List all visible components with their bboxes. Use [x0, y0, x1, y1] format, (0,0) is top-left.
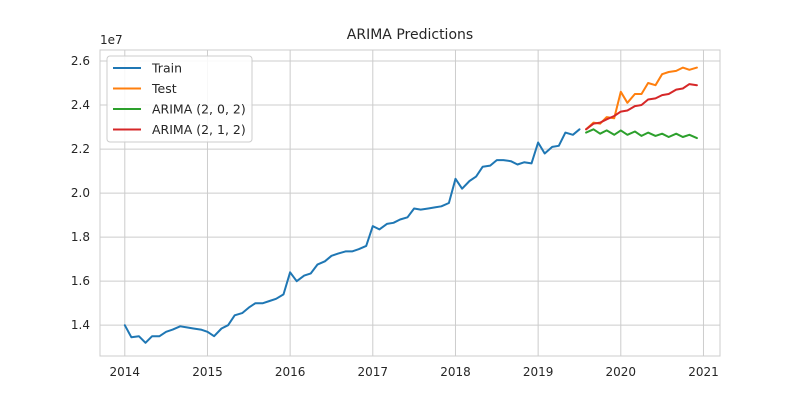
series-line: [585, 83, 698, 131]
x-tick-label: 2021: [688, 365, 719, 379]
tick-labels: 2014 2015 2016 2017 2018 2019 2020 2021 1.4 1.6 1.…: [71, 54, 719, 379]
x-tick-label: 2017: [358, 365, 389, 379]
x-tick-label: 2016: [275, 365, 306, 379]
legend-label: Train: [151, 61, 182, 76]
grid: [100, 50, 720, 356]
series-line: [123, 128, 581, 344]
x-tick-label: 2014: [110, 365, 141, 379]
legend-box: [106, 55, 253, 143]
legend-label: Test: [151, 81, 177, 96]
y-tick-label: 1.4: [71, 318, 90, 332]
x-tick-label: 2020: [606, 365, 637, 379]
legend-label: ARIMA (2, 0, 2): [152, 102, 246, 117]
y-offset-label: 1e7: [100, 33, 123, 47]
legend-label: ARIMA (2, 1, 2): [152, 122, 246, 137]
y-tick-label: 1.6: [71, 274, 90, 288]
y-tick-label: 2.6: [71, 54, 90, 68]
y-tick-label: 2.2: [71, 142, 90, 156]
y-tick-label: 1.8: [71, 230, 90, 244]
y-tick-label: 2.4: [71, 98, 90, 112]
series-layer: [123, 66, 698, 344]
legend: Train Test ARIMA (2, 0, 2) ARIMA (2, 1, 2): [106, 55, 253, 143]
y-tick-label: 2.0: [71, 186, 90, 200]
chart-title: ARIMA Predictions: [347, 27, 473, 43]
plot-frame: [99, 49, 721, 357]
x-tick-label: 2018: [440, 365, 471, 379]
series-line: [585, 128, 698, 140]
x-tick-label: 2015: [192, 365, 223, 379]
x-tick-label: 2019: [523, 365, 554, 379]
